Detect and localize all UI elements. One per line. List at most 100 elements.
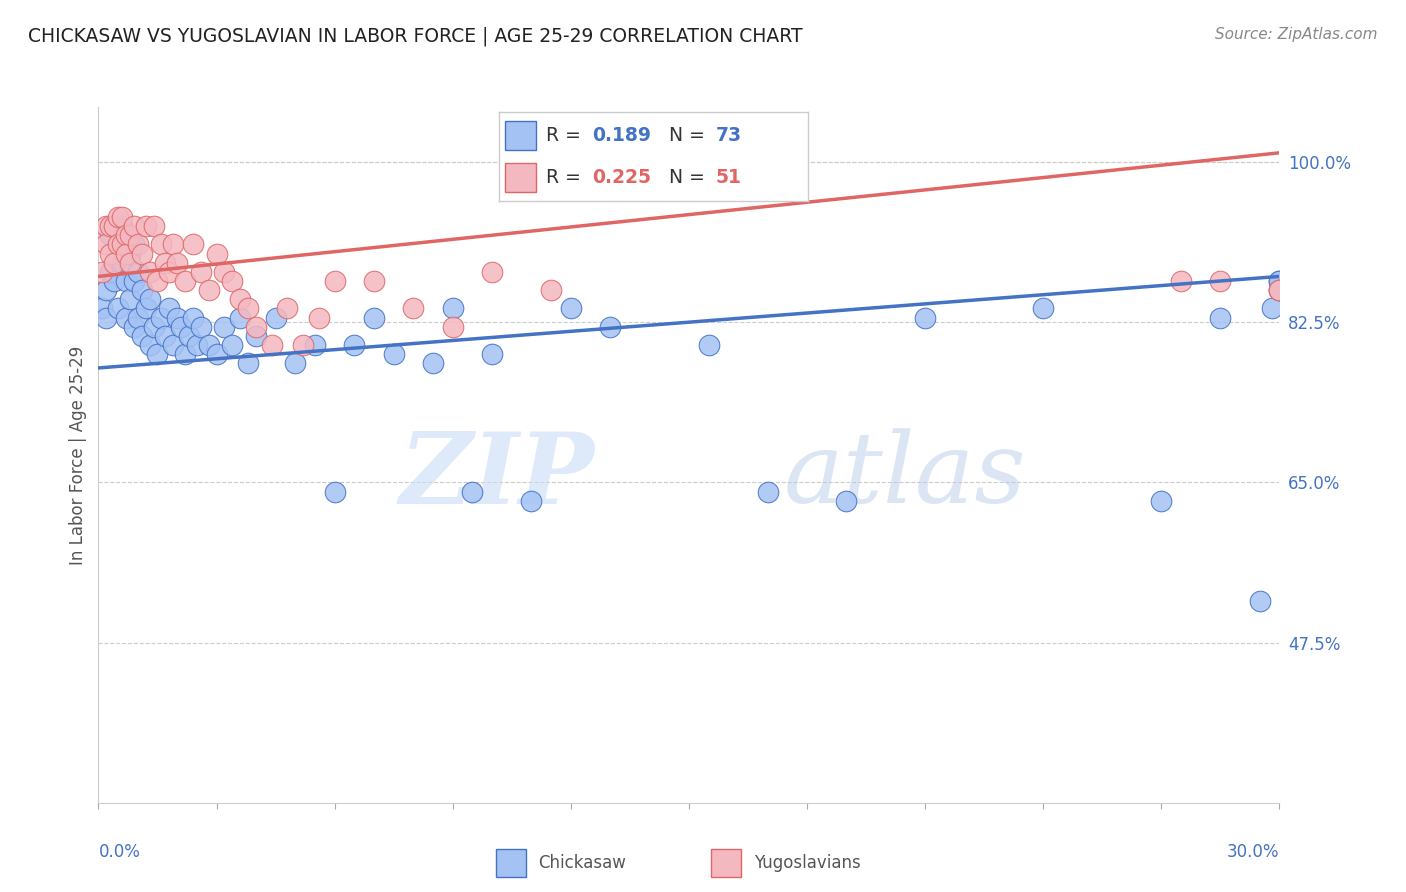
- Point: [236, 356, 259, 370]
- Point: [1268, 283, 1291, 297]
- Y-axis label: In Labor Force | Age 25-29: In Labor Force | Age 25-29: [69, 345, 87, 565]
- Point: [304, 338, 326, 352]
- Point: [107, 210, 129, 224]
- Point: [1268, 283, 1291, 297]
- Point: [229, 310, 252, 325]
- Point: [127, 265, 149, 279]
- Point: [1249, 594, 1271, 608]
- Point: [115, 246, 138, 260]
- Point: [174, 347, 197, 361]
- Point: [197, 338, 219, 352]
- Point: [162, 338, 184, 352]
- Point: [1150, 493, 1173, 508]
- Point: [835, 493, 858, 508]
- Point: [157, 301, 180, 316]
- Point: [520, 493, 543, 508]
- Point: [422, 356, 444, 370]
- Point: [162, 237, 184, 252]
- Point: [115, 228, 138, 243]
- Point: [221, 338, 243, 352]
- Point: [115, 237, 138, 252]
- Point: [98, 265, 121, 279]
- Point: [1032, 301, 1054, 316]
- Point: [236, 301, 259, 316]
- Text: atlas: atlas: [783, 428, 1026, 524]
- Point: [264, 310, 287, 325]
- Point: [122, 319, 145, 334]
- Text: ZIP: ZIP: [399, 427, 595, 524]
- Text: 0.225: 0.225: [592, 168, 651, 187]
- Point: [135, 301, 157, 316]
- Point: [323, 484, 346, 499]
- Point: [205, 347, 228, 361]
- Point: [115, 310, 138, 325]
- Point: [103, 255, 125, 269]
- Text: Yugoslavians: Yugoslavians: [754, 854, 860, 872]
- Point: [292, 338, 315, 352]
- Point: [111, 219, 134, 233]
- Point: [190, 265, 212, 279]
- Point: [214, 265, 236, 279]
- Point: [146, 274, 169, 288]
- Point: [103, 219, 125, 233]
- Text: R =: R =: [546, 126, 586, 145]
- Point: [221, 274, 243, 288]
- Text: 0.189: 0.189: [592, 126, 651, 145]
- Point: [98, 228, 121, 243]
- Point: [118, 293, 141, 307]
- Text: 30.0%: 30.0%: [1227, 843, 1279, 861]
- Point: [174, 274, 197, 288]
- Point: [111, 210, 134, 224]
- Point: [1268, 274, 1291, 288]
- Point: [107, 237, 129, 252]
- Point: [127, 310, 149, 325]
- Point: [323, 274, 346, 288]
- Text: CHICKASAW VS YUGOSLAVIAN IN LABOR FORCE | AGE 25-29 CORRELATION CHART: CHICKASAW VS YUGOSLAVIAN IN LABOR FORCE …: [28, 27, 803, 46]
- Point: [540, 283, 562, 297]
- Point: [131, 246, 153, 260]
- Text: 73: 73: [716, 126, 742, 145]
- Point: [131, 329, 153, 343]
- Point: [190, 319, 212, 334]
- Point: [170, 319, 193, 334]
- Point: [103, 219, 125, 233]
- Point: [186, 338, 208, 352]
- Point: [111, 237, 134, 252]
- Point: [343, 338, 366, 352]
- Point: [1209, 274, 1232, 288]
- Point: [111, 255, 134, 269]
- Point: [122, 274, 145, 288]
- Point: [138, 293, 160, 307]
- Point: [142, 319, 165, 334]
- Point: [1268, 283, 1291, 297]
- Point: [96, 237, 118, 252]
- Point: [111, 228, 134, 243]
- Point: [138, 338, 160, 352]
- Point: [308, 310, 330, 325]
- Point: [155, 255, 177, 269]
- Point: [107, 237, 129, 252]
- Point: [441, 301, 464, 316]
- Point: [98, 246, 121, 260]
- Point: [166, 310, 188, 325]
- Point: [214, 319, 236, 334]
- Text: R =: R =: [546, 168, 586, 187]
- Point: [205, 246, 228, 260]
- Point: [118, 246, 141, 260]
- Point: [118, 228, 141, 243]
- Point: [284, 356, 307, 370]
- Text: 0.0%: 0.0%: [98, 843, 141, 861]
- Point: [138, 265, 160, 279]
- Point: [91, 265, 114, 279]
- Point: [181, 310, 204, 325]
- Point: [157, 265, 180, 279]
- Point: [560, 301, 582, 316]
- Point: [914, 310, 936, 325]
- Point: [481, 265, 503, 279]
- Text: Source: ZipAtlas.com: Source: ZipAtlas.com: [1215, 27, 1378, 42]
- Point: [115, 274, 138, 288]
- Point: [98, 219, 121, 233]
- Point: [142, 219, 165, 233]
- Point: [91, 301, 114, 316]
- Point: [166, 255, 188, 269]
